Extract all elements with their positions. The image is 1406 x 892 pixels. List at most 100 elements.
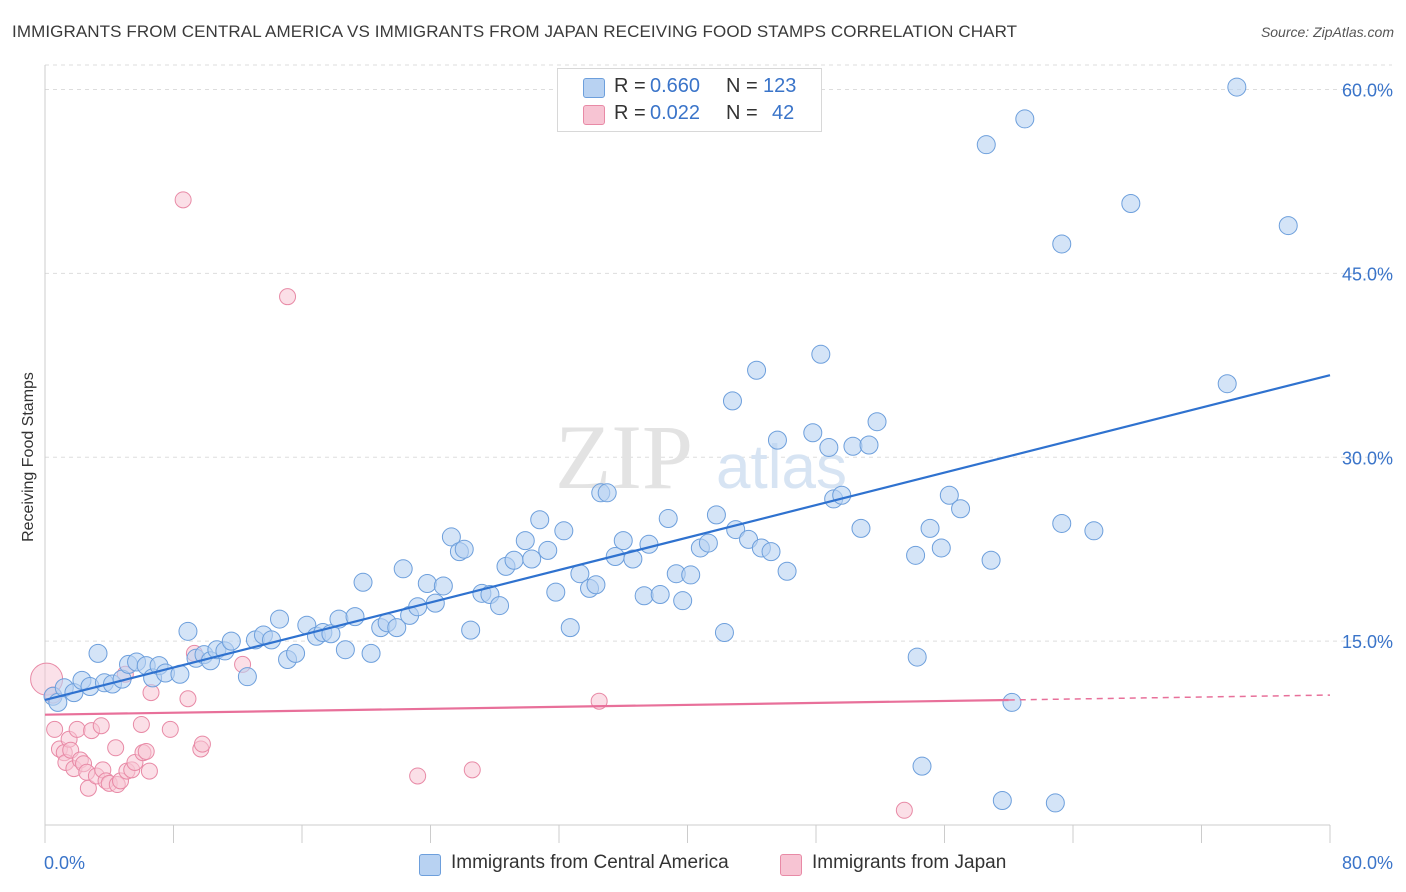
- legend-n-label: N =: [726, 102, 758, 124]
- data-point-central-america: [515, 531, 535, 551]
- data-point-central-america: [623, 549, 643, 569]
- source-label: Source: ZipAtlas.com: [1260, 24, 1394, 40]
- data-point-central-america: [1015, 109, 1035, 129]
- data-point-central-america: [867, 412, 887, 432]
- data-point-central-america: [613, 531, 633, 551]
- data-point-central-america: [597, 483, 617, 503]
- data-point-central-america: [920, 518, 940, 538]
- data-point-central-america: [1052, 513, 1072, 533]
- data-point-japan: [409, 767, 427, 785]
- data-point-central-america: [992, 790, 1012, 810]
- chart-title: IMMIGRANTS FROM CENTRAL AMERICA VS IMMIG…: [12, 22, 1018, 41]
- data-point-central-america: [951, 499, 971, 519]
- data-point-central-america: [504, 550, 524, 570]
- data-point-central-america: [88, 643, 108, 663]
- data-point-central-america: [433, 576, 453, 596]
- y-tick-label: 30.0%: [1342, 448, 1393, 468]
- y-tick-label: 45.0%: [1342, 264, 1393, 284]
- data-point-japan: [463, 761, 481, 779]
- data-point-japan: [279, 288, 297, 306]
- data-point-central-america: [530, 510, 550, 530]
- data-point-central-america: [546, 582, 566, 602]
- data-point-central-america: [819, 437, 839, 457]
- data-point-central-america: [767, 430, 787, 450]
- data-point-central-america: [722, 391, 742, 411]
- trend-line-central-america: [44, 374, 1331, 702]
- data-point-central-america: [981, 550, 1001, 570]
- data-point-central-america: [237, 667, 257, 687]
- data-point-central-america: [387, 618, 407, 638]
- data-point-japan: [179, 690, 197, 708]
- data-point-central-america: [261, 630, 281, 650]
- data-point-central-america: [706, 505, 726, 525]
- y-tick-label: 15.0%: [1342, 632, 1393, 652]
- legend-swatch-pink: [583, 105, 605, 125]
- watermark-zip: ZIP: [555, 406, 693, 508]
- data-point-japan: [174, 191, 192, 209]
- data-point-central-america: [777, 561, 797, 581]
- data-point-central-america: [976, 135, 996, 155]
- y-axis-label: Receiving Food Stamps: [20, 372, 37, 542]
- x-tick-label: 0.0%: [44, 853, 85, 873]
- data-point-central-america: [811, 344, 831, 364]
- data-point-central-america: [939, 485, 959, 505]
- data-point-central-america: [658, 509, 678, 529]
- data-point-central-america: [361, 643, 381, 663]
- data-point-central-america: [851, 518, 871, 538]
- data-point-central-america: [461, 620, 481, 640]
- data-point-central-america: [747, 360, 767, 380]
- data-point-central-america: [1084, 521, 1104, 541]
- data-point-central-america: [639, 534, 659, 554]
- data-point-central-america: [1227, 77, 1247, 97]
- series-japan-points: [30, 191, 913, 819]
- data-point-central-america: [698, 533, 718, 553]
- data-point-central-america: [803, 423, 823, 443]
- data-point-central-america: [843, 436, 863, 456]
- trend-line-japan-extension: [1008, 694, 1331, 701]
- data-point-japan: [132, 715, 150, 733]
- data-point-central-america: [931, 538, 951, 558]
- data-point-central-america: [335, 640, 355, 660]
- data-point-japan: [46, 720, 64, 738]
- data-point-central-america: [454, 539, 474, 559]
- data-point-japan: [68, 720, 86, 738]
- legend-row-japan: R = 0.022 N = 42: [558, 102, 821, 128]
- data-point-central-america: [353, 572, 373, 592]
- legend-n-value: 42: [772, 102, 795, 124]
- legend-label: Immigrants from Japan: [812, 852, 1007, 873]
- data-point-central-america: [912, 756, 932, 776]
- data-point-central-america: [522, 549, 542, 569]
- legend-r-value: 0.660: [650, 75, 701, 97]
- data-point-central-america: [673, 591, 693, 611]
- trend-lines: [44, 374, 1331, 716]
- data-point-japan: [137, 742, 155, 760]
- series-legend: Immigrants from Central America Immigran…: [0, 852, 1406, 878]
- data-point-central-america: [634, 586, 654, 606]
- legend-row-central-america: R = 0.660 N = 123: [558, 75, 821, 101]
- legend-r-value: 0.022: [650, 102, 701, 124]
- legend-swatch-pink: [780, 854, 802, 876]
- legend-n-label: N =: [726, 75, 758, 97]
- data-point-central-america: [906, 545, 926, 565]
- data-point-japan: [895, 801, 913, 819]
- data-point-central-america: [221, 631, 241, 651]
- legend-swatch-blue: [419, 854, 441, 876]
- data-point-central-america: [270, 609, 290, 629]
- correlation-legend: R = 0.660 N = 123 R = 0.022 N = 42: [557, 68, 822, 132]
- data-point-central-america: [1045, 793, 1065, 813]
- data-point-japan: [161, 720, 179, 738]
- legend-r-label: R =: [614, 102, 646, 124]
- data-point-central-america: [1217, 374, 1237, 394]
- data-point-central-america: [1278, 216, 1298, 236]
- data-point-central-america: [832, 485, 852, 505]
- legend-r-label: R =: [614, 75, 646, 97]
- data-point-japan: [107, 739, 125, 757]
- data-point-central-america: [560, 618, 580, 638]
- data-point-central-america: [714, 623, 734, 643]
- data-point-central-america: [650, 585, 670, 605]
- trend-line-japan: [44, 698, 1009, 716]
- data-point-japan: [193, 735, 211, 753]
- grid-lines: [45, 64, 1392, 642]
- data-point-central-america: [907, 647, 927, 667]
